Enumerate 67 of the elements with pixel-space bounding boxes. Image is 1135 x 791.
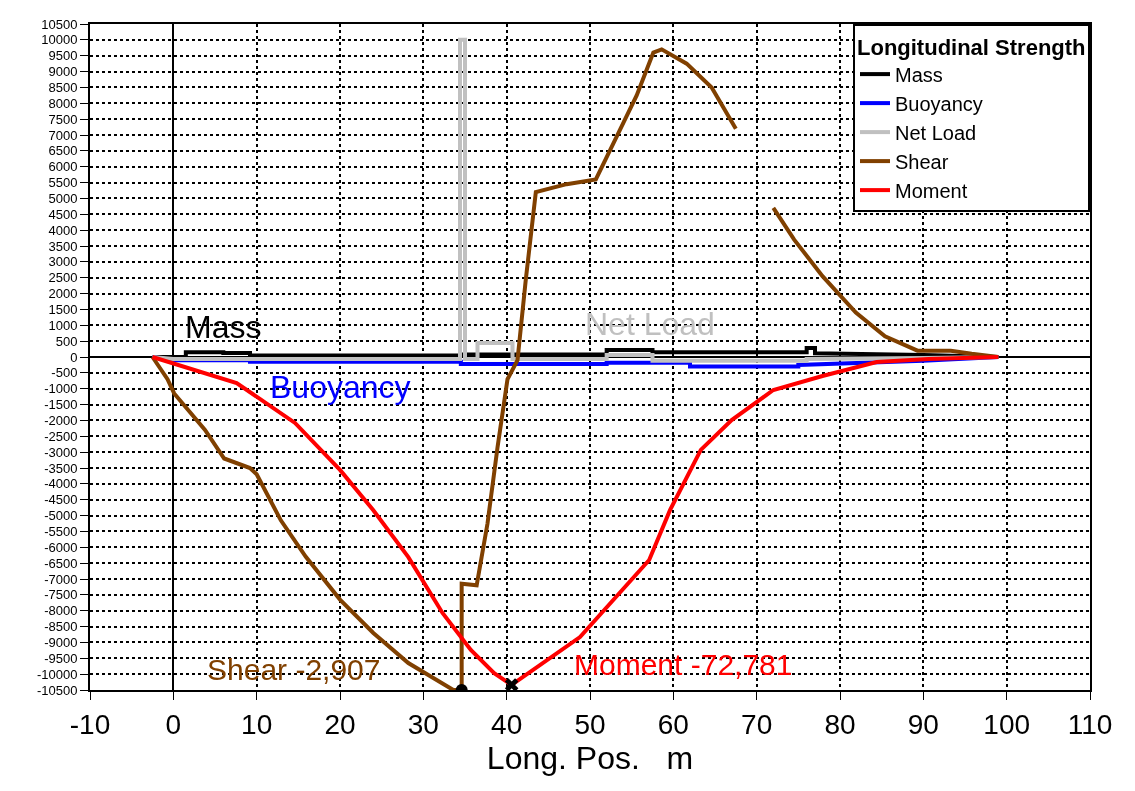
y-tick-label: -4000	[44, 476, 78, 492]
y-tick-label: 500	[55, 333, 78, 349]
x-tick-label: 30	[407, 708, 439, 740]
x-tick-label: 40	[491, 708, 523, 740]
legend-label: Buoyancy	[895, 92, 983, 115]
y-tick-label: 3000	[48, 254, 78, 270]
y-tick-label: -6500	[44, 555, 78, 571]
y-tick-label: 10500	[41, 16, 78, 32]
y-tick-label: -1000	[44, 381, 78, 397]
y-tick-label: 7500	[48, 111, 78, 127]
y-tick-label: -10500	[36, 682, 78, 698]
y-tick-label: -2500	[44, 428, 78, 444]
y-tick-label: -3500	[44, 460, 78, 476]
x-tick-label: 10	[241, 708, 273, 740]
x-tick-label: 80	[824, 708, 856, 740]
y-tick-label: 1500	[48, 301, 78, 317]
y-tick-label: -8500	[44, 619, 78, 635]
legend-title: Longitudinal Strength	[857, 34, 1086, 60]
y-tick-label: -6000	[44, 539, 78, 555]
y-tick-label: 4000	[48, 222, 78, 238]
legend-label: Moment	[895, 179, 968, 202]
y-tick-label: -9000	[44, 634, 78, 650]
y-tick-label: -1500	[44, 397, 78, 413]
y-tick-label: 4500	[48, 206, 78, 222]
annotation: Net Load	[585, 306, 715, 342]
y-tick-label: -3000	[44, 444, 78, 460]
y-tick-label: -5500	[44, 523, 78, 539]
x-tick-label: 110	[1067, 708, 1113, 740]
x-tick-label: 20	[324, 708, 356, 740]
y-tick-label: -8000	[44, 603, 78, 619]
y-tick-label: 6500	[48, 143, 78, 159]
x-tick-label: -10	[69, 708, 111, 740]
y-tick-label: -10000	[36, 666, 78, 682]
y-tick-label: 8500	[48, 79, 78, 95]
y-tick-label: 3500	[48, 238, 78, 254]
annotation: Buoyancy	[270, 369, 411, 405]
y-tick-label: 10000	[41, 32, 78, 48]
y-tick-label: 5500	[48, 175, 78, 191]
legend-label: Net Load	[895, 121, 977, 144]
y-tick-label: -7000	[44, 571, 78, 587]
x-tick-label: 100	[983, 708, 1031, 740]
x-tick-label: 0	[165, 708, 182, 740]
y-tick-label: 2000	[48, 286, 78, 302]
y-tick-label: -7500	[44, 587, 78, 603]
y-tick-label: -2000	[44, 412, 78, 428]
legend-label: Shear	[895, 150, 949, 173]
y-tick-label: -4500	[44, 492, 78, 508]
y-tick-label: 9500	[48, 48, 78, 64]
y-tick-label: 2500	[48, 270, 78, 286]
annotation: Moment -72,781	[574, 648, 793, 681]
y-tick-label: 9000	[48, 64, 78, 80]
y-tick-label: 6000	[48, 159, 78, 175]
x-tick-label: 60	[657, 708, 689, 740]
y-tick-label: 8000	[48, 95, 78, 111]
y-tick-label: -500	[51, 365, 78, 381]
x-tick-label: 50	[574, 708, 606, 740]
y-tick-label: -5000	[44, 508, 78, 524]
y-tick-label: 5000	[48, 190, 78, 206]
annotation: Shear -2,907	[207, 653, 381, 686]
x-axis-title: Long. Pos. m	[486, 739, 694, 776]
y-tick-label: 0	[70, 349, 78, 365]
y-tick-label: 7000	[48, 127, 78, 143]
y-tick-label: -9500	[44, 650, 78, 666]
y-tick-label: 1000	[48, 317, 78, 333]
x-tick-label: 70	[741, 708, 773, 740]
x-tick-label: 90	[907, 708, 939, 740]
legend-label: Mass	[895, 63, 943, 86]
